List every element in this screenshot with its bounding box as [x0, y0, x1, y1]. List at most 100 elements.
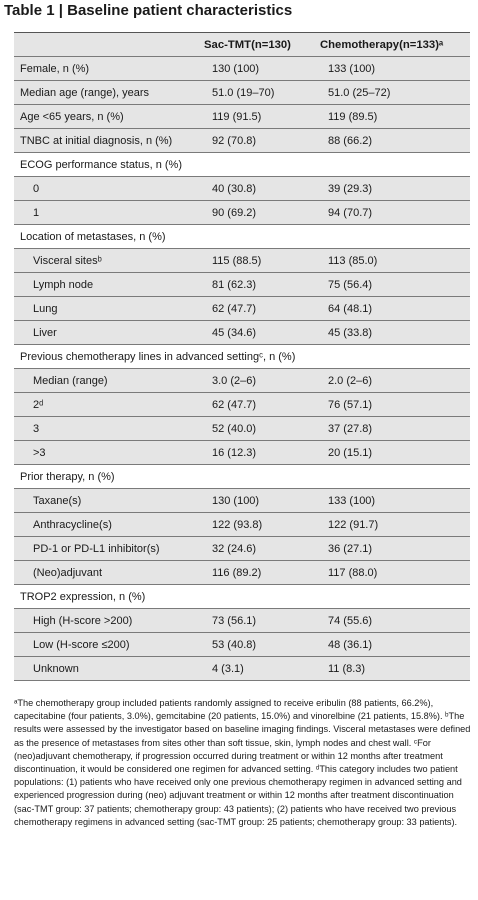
chemotherapy-value: 119 (89.5) — [328, 111, 378, 123]
row-label: Visceral sitesᵇ — [33, 255, 102, 267]
table-row-group-heading: Location of metastases, n (%) — [14, 225, 470, 249]
chemotherapy-value: 11 (8.3) — [328, 663, 366, 675]
sac-tmt-value: 16 (12.3) — [212, 447, 257, 459]
row-label: Anthracycline(s) — [33, 519, 112, 531]
table-row: Median (range) 3.0 (2–6) 2.0 (2–6) — [14, 369, 470, 393]
row-label: 2ᵈ — [33, 399, 44, 411]
sac-tmt-value: 52 (40.0) — [212, 423, 257, 435]
row-label: Low (H-score ≤200) — [33, 639, 130, 651]
chemotherapy-value: 88 (66.2) — [328, 135, 373, 147]
table-row: 3 52 (40.0) 37 (27.8) — [14, 417, 470, 441]
row-label: Previous chemotherapy lines in advanced … — [20, 351, 296, 363]
table-row: Anthracycline(s) 122 (93.8) 122 (91.7) — [14, 513, 470, 537]
table-row: (Neo)adjuvant 116 (89.2) 117 (88.0) — [14, 561, 470, 585]
table-footnote: ᵃThe chemotherapy group included patient… — [14, 698, 471, 827]
table-row: PD-1 or PD-L1 inhibitor(s) 32 (24.6) 36 (2… — [14, 537, 470, 561]
baseline-characteristics-table: Sac-TMT(n=130) Chemotherapy(n=133)ᵃ Fema… — [14, 32, 470, 681]
table-row: Lymph node 81 (62.3) 75 (56.4) — [14, 273, 470, 297]
table-row: Unknown 4 (3.1) 11 (8.3) — [14, 657, 470, 681]
row-label: High (H-score >200) — [33, 615, 133, 627]
table-row: 0 40 (30.8) 39 (29.3) — [14, 177, 470, 201]
table-row: >3 16 (12.3) 20 (15.1) — [14, 441, 470, 465]
sac-tmt-value: 45 (34.6) — [212, 327, 257, 339]
chemotherapy-value: 122 (91.7) — [328, 519, 379, 531]
table-title: Table 1 | Baseline patient characteristi… — [4, 2, 293, 19]
chemotherapy-value: 64 (48.1) — [328, 303, 373, 315]
sac-tmt-value: 92 (70.8) — [212, 135, 257, 147]
table-body: Female, n (%) 130 (100) 133 (100) Median ag… — [14, 57, 470, 681]
sac-tmt-value: 32 (24.6) — [212, 543, 257, 555]
row-label: 0 — [33, 183, 40, 195]
sac-tmt-value: 40 (30.8) — [212, 183, 257, 195]
sac-tmt-value: 53 (40.8) — [212, 639, 257, 651]
chemotherapy-value: 20 (15.1) — [328, 447, 373, 459]
chemotherapy-value: 48 (36.1) — [328, 639, 373, 651]
row-label: Age <65 years, n (%) — [20, 111, 124, 123]
sac-tmt-value: 90 (69.2) — [212, 207, 257, 219]
sac-tmt-value: 130 (100) — [212, 495, 260, 507]
chemotherapy-value: 45 (33.8) — [328, 327, 373, 339]
row-label: Liver — [33, 327, 57, 339]
sac-tmt-value: 81 (62.3) — [212, 279, 257, 291]
chemotherapy-value: 94 (70.7) — [328, 207, 373, 219]
table-row-group-heading: Age <65 years, n (%) 119 (91.5) 119 (89.5) — [14, 105, 470, 129]
header-sac-tmt-column: Sac-TMT(n=130) — [204, 39, 291, 51]
row-label: Lung — [33, 303, 58, 315]
header-chemotherapy-column: Chemotherapy(n=133)ᵃ — [320, 39, 444, 51]
row-label: Prior therapy, n (%) — [20, 471, 115, 483]
row-label: Lymph node — [33, 279, 94, 291]
chemotherapy-value: 133 (100) — [328, 63, 376, 75]
sac-tmt-value: 51.0 (19–70) — [212, 87, 275, 99]
sac-tmt-value: 62 (47.7) — [212, 399, 257, 411]
sac-tmt-value: 73 (56.1) — [212, 615, 257, 627]
row-label: 3 — [33, 423, 40, 435]
sac-tmt-value: 119 (91.5) — [212, 111, 262, 123]
chemotherapy-value: 75 (56.4) — [328, 279, 373, 291]
chemotherapy-value: 133 (100) — [328, 495, 376, 507]
row-label: ECOG performance status, n (%) — [20, 159, 182, 171]
table-row: Visceral sitesᵇ 115 (88.5) 113 (85.0) — [14, 249, 470, 273]
table-row: Liver 45 (34.6) 45 (33.8) — [14, 321, 470, 345]
sac-tmt-value: 116 (89.2) — [212, 567, 262, 579]
row-label: Median (range) — [33, 375, 108, 387]
table-row: Lung 62 (47.7) 64 (48.1) — [14, 297, 470, 321]
row-label: TROP2 expression, n (%) — [20, 591, 146, 603]
table-row: 1 90 (69.2) 94 (70.7) — [14, 201, 470, 225]
row-label: Taxane(s) — [33, 495, 82, 507]
row-label: TNBC at initial diagnosis, n (%) — [20, 135, 173, 147]
chemotherapy-value: 113 (85.0) — [328, 255, 378, 267]
sac-tmt-value: 62 (47.7) — [212, 303, 257, 315]
row-label: (Neo)adjuvant — [33, 567, 103, 579]
row-label: Unknown — [33, 663, 79, 675]
table-row-group-heading: TROP2 expression, n (%) — [14, 585, 470, 609]
table-row-group-heading: ECOG performance status, n (%) — [14, 153, 470, 177]
chemotherapy-value: 2.0 (2–6) — [328, 375, 373, 387]
table-row-group-heading: TNBC at initial diagnosis, n (%) 92 (70.8… — [14, 129, 470, 153]
chemotherapy-value: 36 (27.1) — [328, 543, 373, 555]
sac-tmt-value: 3.0 (2–6) — [212, 375, 257, 387]
sac-tmt-value: 115 (88.5) — [212, 255, 262, 267]
row-label: Median age (range), years — [20, 87, 150, 99]
table-row: High (H-score >200) 73 (56.1) 74 (55.6) — [14, 609, 470, 633]
row-label: >3 — [33, 447, 46, 459]
table-row-group-heading: Median age (range), years 51.0 (19–70) 51.… — [14, 81, 470, 105]
chemotherapy-value: 39 (29.3) — [328, 183, 373, 195]
sac-tmt-value: 130 (100) — [212, 63, 260, 75]
table-header-row: Sac-TMT(n=130) Chemotherapy(n=133)ᵃ — [14, 32, 470, 57]
row-label: 1 — [33, 207, 40, 219]
table-row-group-heading: Prior therapy, n (%) — [14, 465, 470, 489]
sac-tmt-value: 4 (3.1) — [212, 663, 244, 675]
table-row: Taxane(s) 130 (100) 133 (100) — [14, 489, 470, 513]
chemotherapy-value: 51.0 (25–72) — [328, 87, 391, 99]
chemotherapy-value: 74 (55.6) — [328, 615, 373, 627]
chemotherapy-value: 117 (88.0) — [328, 567, 378, 579]
sac-tmt-value: 122 (93.8) — [212, 519, 263, 531]
table-row: Low (H-score ≤200) 53 (40.8) 48 (36.1) — [14, 633, 470, 657]
row-label: Female, n (%) — [20, 63, 90, 75]
table-row-group-heading: Female, n (%) 130 (100) 133 (100) — [14, 57, 470, 81]
row-label: Location of metastases, n (%) — [20, 231, 166, 243]
table-row-group-heading: Previous chemotherapy lines in advanced … — [14, 345, 470, 369]
row-label: PD-1 or PD-L1 inhibitor(s) — [33, 543, 160, 555]
chemotherapy-value: 76 (57.1) — [328, 399, 373, 411]
chemotherapy-value: 37 (27.8) — [328, 423, 373, 435]
